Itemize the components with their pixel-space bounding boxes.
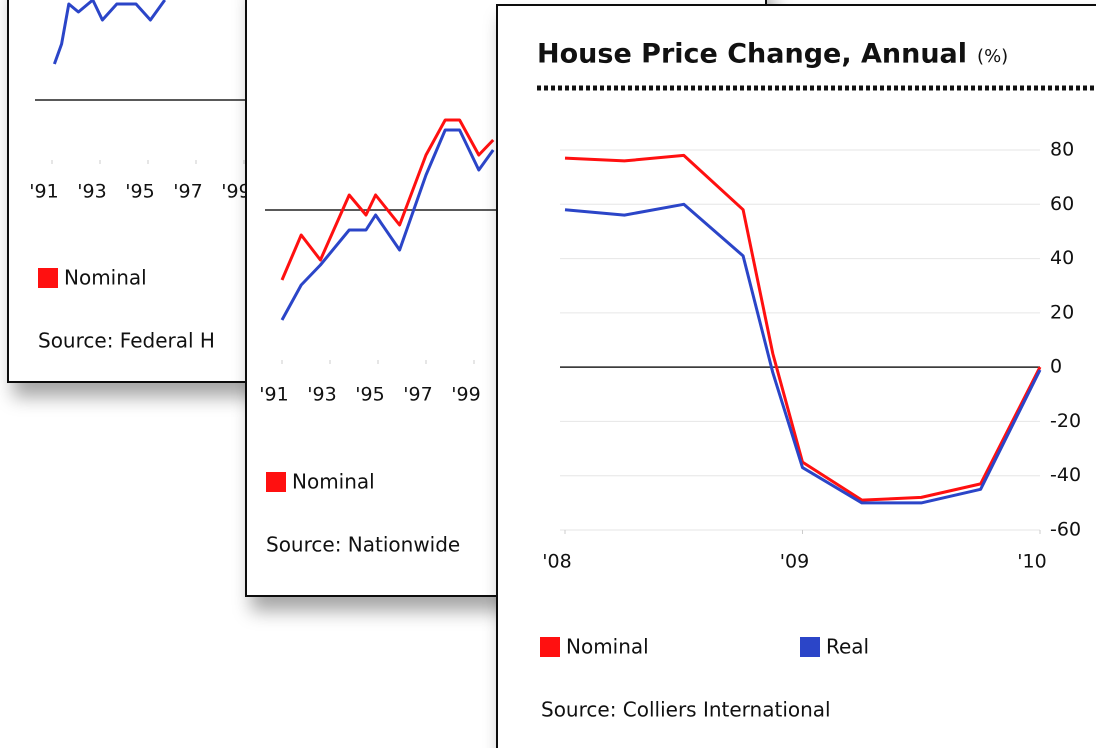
y-tick-label: 20 [1050, 301, 1074, 323]
card-background [496, 4, 1096, 748]
series-line [280, 128, 495, 321]
y-tick-label: 60 [1050, 193, 1074, 215]
series-line [52, 0, 167, 65]
x-tick-label: '91 [29, 181, 58, 203]
x-tick-label: '09 [780, 551, 809, 573]
series-line [280, 118, 495, 281]
y-tick-label: -60 [1050, 519, 1081, 541]
x-tick-label: '95 [355, 384, 384, 406]
y-tick-label: 40 [1050, 247, 1074, 269]
legend-label: Real [826, 635, 869, 659]
y-tick-label: -40 [1050, 464, 1081, 486]
y-tick-label: 80 [1050, 139, 1074, 161]
source-note: Source: Nationwide [266, 533, 460, 557]
x-tick-label: '91 [259, 384, 288, 406]
legend-swatch [540, 637, 560, 657]
title-unit: (%) [977, 46, 1008, 67]
x-tick-label: '93 [77, 181, 106, 203]
x-tick-label: '95 [125, 181, 154, 203]
legend-label: Nominal [292, 470, 375, 494]
y-tick-label: -20 [1050, 410, 1081, 432]
x-tick-label: '99 [451, 384, 480, 406]
legend-swatch [800, 637, 820, 657]
x-tick-label: '97 [173, 181, 202, 203]
x-tick-label: '99 [221, 181, 250, 203]
chart-title: House Price Change, Annual [537, 39, 967, 70]
legend-label: Nominal [64, 266, 147, 290]
y-tick-label: 0 [1050, 356, 1062, 378]
series-line [564, 153, 1042, 502]
series-line [564, 202, 1042, 505]
legend-swatch [266, 472, 286, 492]
legend-swatch [38, 268, 58, 288]
x-tick-label: '10 [1017, 551, 1046, 573]
source-note: Source: Colliers International [541, 698, 831, 722]
x-tick-label: '08 [542, 551, 571, 573]
legend-label: Nominal [566, 635, 649, 659]
x-tick-label: '97 [403, 384, 432, 406]
source-note: Source: Federal H [38, 329, 215, 353]
x-tick-label: '93 [307, 384, 336, 406]
chart-card: House Price Change, Annual (%) 80 60 40 20 0 -2… [496, 4, 1096, 748]
